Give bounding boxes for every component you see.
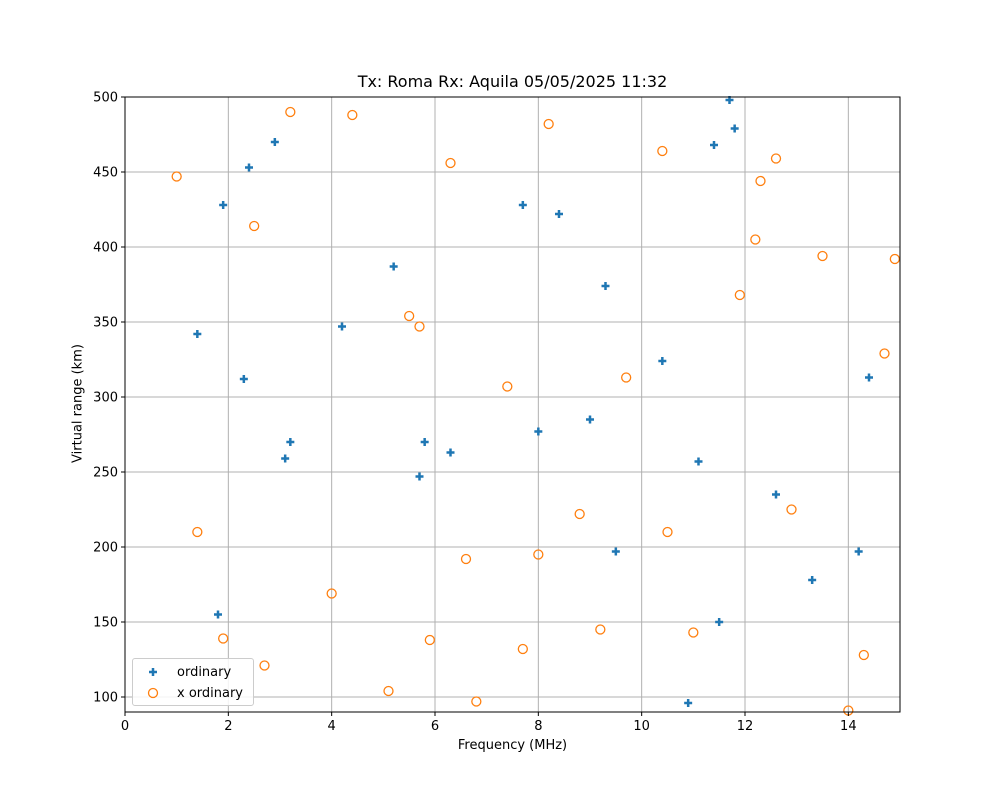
data-points [171, 96, 900, 716]
plot-frame [124, 96, 901, 713]
svg-text:6: 6 [431, 719, 439, 734]
y-axis-label: Virtual range (km) [70, 344, 86, 463]
svg-text:200: 200 [93, 541, 118, 556]
svg-text:450: 450 [93, 166, 118, 181]
svg-text:8: 8 [534, 719, 542, 734]
svg-text:300: 300 [93, 391, 118, 406]
svg-text:500: 500 [93, 91, 118, 106]
legend-label: x ordinary [177, 685, 244, 701]
svg-text:14: 14 [840, 719, 857, 734]
svg-text:2: 2 [224, 719, 232, 734]
axis-ticks: 0 2 4 6 8 10 12 14 100 150 200 250 300 350 400 450 500 [93, 91, 856, 735]
svg-text:150: 150 [93, 616, 118, 631]
x-axis-label: Frequency (MHz) [457, 738, 568, 753]
circle-marker-icon [147, 687, 159, 699]
legend-label: ordinary [177, 664, 232, 680]
svg-text:400: 400 [93, 241, 118, 256]
svg-text:250: 250 [93, 466, 118, 481]
svg-text:350: 350 [93, 316, 118, 331]
svg-text:0: 0 [121, 719, 129, 734]
svg-text:10: 10 [633, 719, 650, 734]
plus-marker-icon [149, 668, 157, 676]
svg-text:4: 4 [328, 719, 336, 734]
svg-text:100: 100 [93, 691, 118, 706]
legend: ordinary x ordinary [132, 658, 254, 706]
chart-title: Tx: Roma Rx: Aquila 05/05/2025 11:32 [357, 72, 668, 91]
svg-text:12: 12 [737, 719, 754, 734]
grid-lines [124, 96, 900, 712]
